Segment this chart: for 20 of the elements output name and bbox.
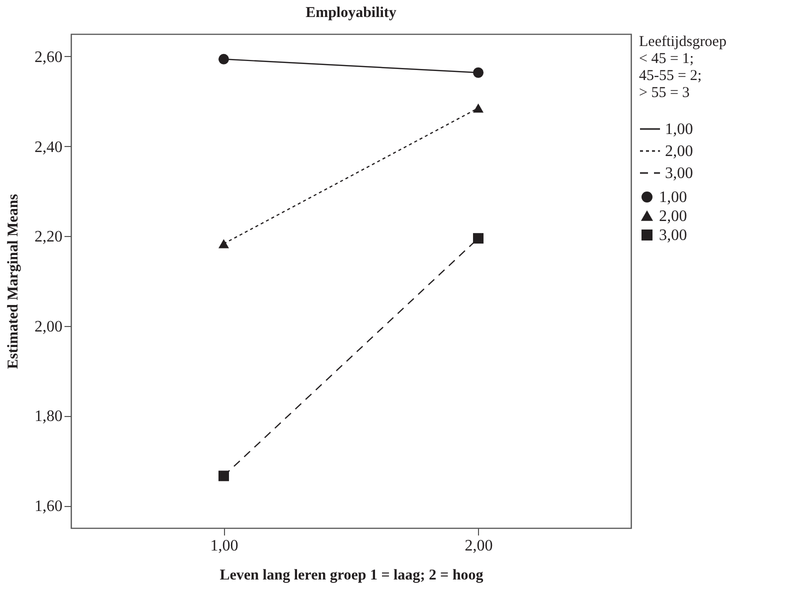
text: 1,00 bbox=[659, 189, 687, 206]
chart-title: Employability bbox=[306, 5, 397, 21]
point bbox=[473, 67, 484, 78]
text: 3,00 bbox=[665, 165, 693, 182]
y-tick-label: 2,00 bbox=[34, 318, 62, 336]
legend-title: Leeftijdsgroep < 45 = 1; 45-55 = 2; > 55 = 3 bbox=[639, 34, 726, 101]
y-tick-label: 1,80 bbox=[34, 408, 62, 426]
y-tick-label: 2,60 bbox=[34, 48, 62, 66]
point bbox=[473, 233, 484, 244]
legend-label: 3,00 bbox=[659, 227, 687, 244]
point bbox=[218, 470, 229, 482]
text: 2,00 bbox=[665, 143, 693, 160]
legend-label: 2,00 bbox=[659, 208, 687, 225]
y-tick-label: 2,20 bbox=[34, 228, 62, 246]
x-axis-title: Leven lang leren groep 1 = laag; 2 = hoog bbox=[220, 568, 484, 584]
y-axis-title: Estimated Marginal Means bbox=[6, 194, 22, 369]
legend-label: 1,00 bbox=[665, 121, 693, 138]
y-tick-label: 2,40 bbox=[34, 138, 62, 156]
y-tick-label: 1,60 bbox=[34, 498, 62, 516]
point bbox=[218, 54, 229, 64]
